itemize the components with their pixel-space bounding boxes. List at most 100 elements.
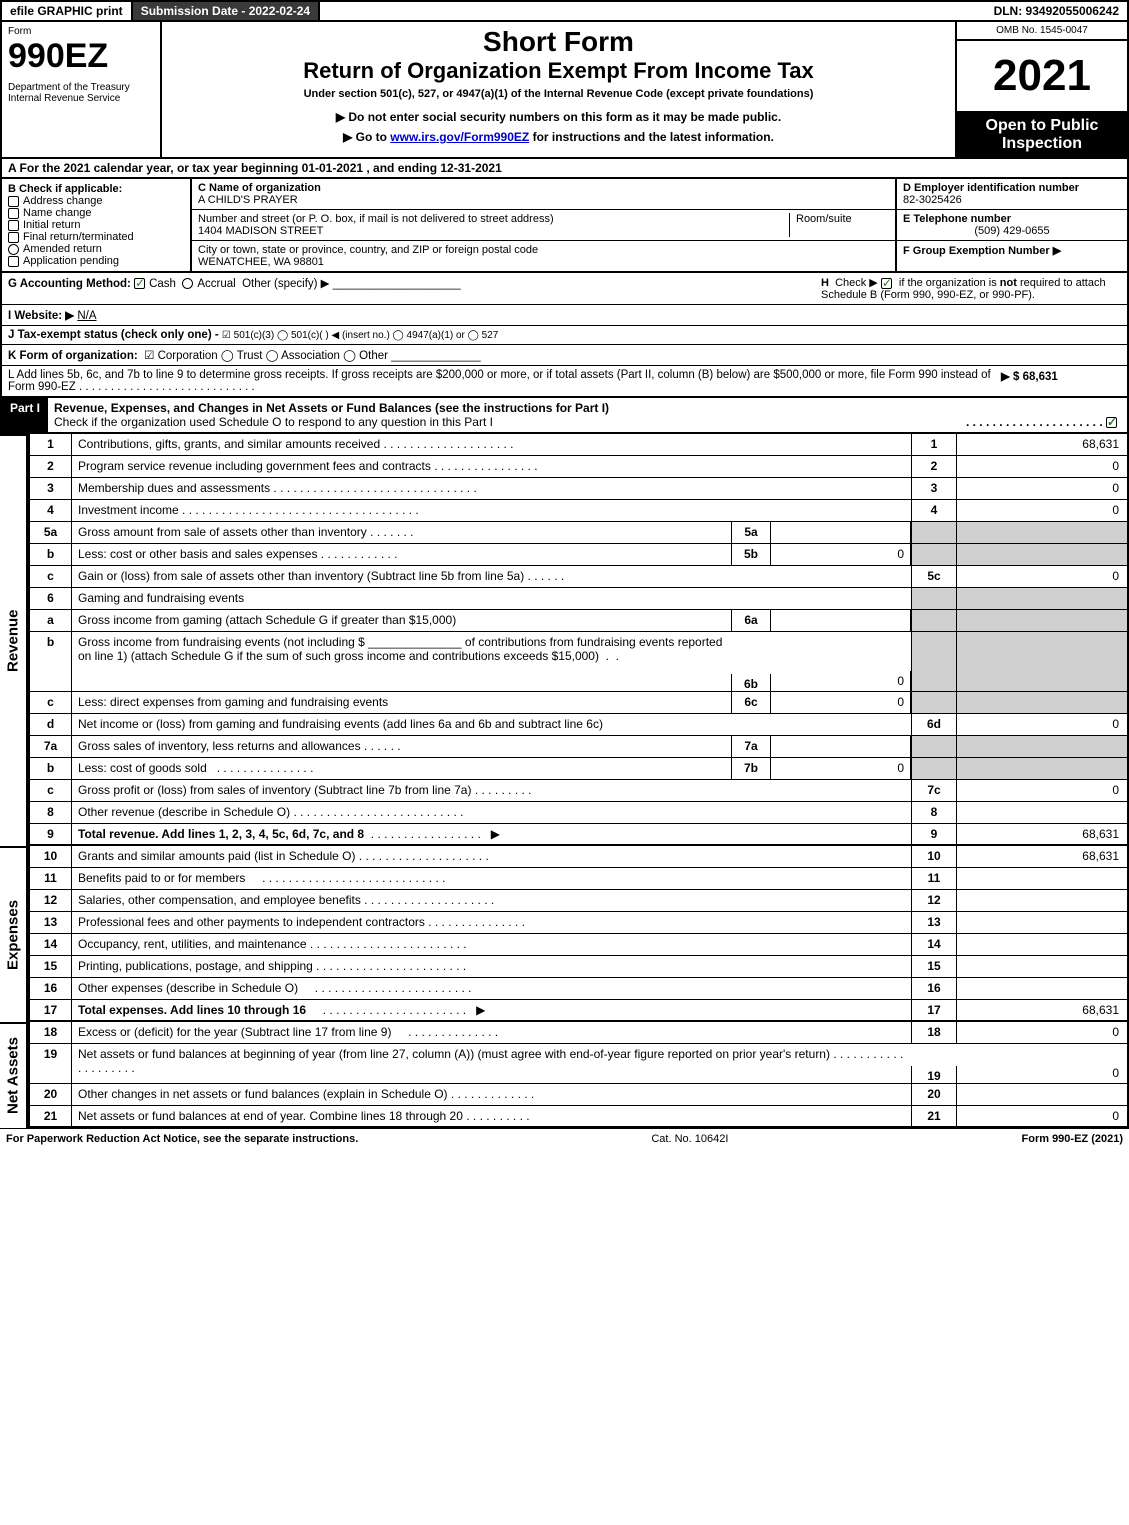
ln-6c-mini: 6c	[731, 692, 771, 713]
chk-label-amended: Amended return	[23, 243, 102, 255]
ln-6c-no: c	[30, 692, 72, 713]
ln-19-desc: Net assets or fund balances at beginning…	[78, 1047, 830, 1061]
ln-7b-mv: 0	[771, 758, 911, 779]
ln-21-no: 21	[30, 1106, 72, 1126]
chk-initial-return[interactable]: Initial return	[8, 219, 184, 231]
ln-19-no: 19	[30, 1044, 72, 1083]
ln-6b-desc: Gross income from fundraising events (no…	[72, 632, 731, 691]
ln-19-val: 0	[957, 1063, 1127, 1083]
ln-12-ref: 12	[911, 890, 957, 911]
ln-5b-ref	[911, 544, 957, 565]
ln-4-no: 4	[30, 500, 72, 521]
netassets-sidebar: Net Assets	[0, 1022, 28, 1128]
line-I: I Website: ▶ N/A	[0, 305, 1129, 326]
ln-6a-mini: 6a	[731, 610, 771, 631]
ln-13-desc: Professional fees and other payments to …	[78, 915, 425, 929]
addr-label: Number and street (or P. O. box, if mail…	[198, 213, 554, 225]
ln-18-no: 18	[30, 1022, 72, 1043]
ln-6a-val	[957, 610, 1127, 631]
I-label: I Website: ▶	[8, 310, 74, 322]
ln-17-ref: 17	[911, 1000, 957, 1020]
ln-17-no: 17	[30, 1000, 72, 1020]
D-label: D Employer identification number	[903, 182, 1079, 194]
ln-20-desc: Other changes in net assets or fund bala…	[78, 1087, 448, 1101]
ln-7a-ref	[911, 736, 957, 757]
ln-6a-no: a	[30, 610, 72, 631]
footer-left: For Paperwork Reduction Act Notice, see …	[6, 1133, 358, 1145]
chk-final-return[interactable]: Final return/terminated	[8, 231, 184, 243]
ln-6b-mv: 0	[771, 671, 911, 691]
G-accrual: Accrual	[197, 278, 235, 290]
ln-1-desc: Contributions, gifts, grants, and simila…	[78, 437, 380, 451]
efile-print[interactable]: efile GRAPHIC print	[2, 2, 133, 20]
ln-5a-ref	[911, 522, 957, 543]
ln-11-desc: Benefits paid to or for members	[78, 871, 245, 885]
ln-5a-val	[957, 522, 1127, 543]
J-label: J Tax-exempt status (check only one) -	[8, 329, 219, 341]
ln-8-val	[957, 802, 1127, 823]
ln-11-ref: 11	[911, 868, 957, 889]
chk-schedule-o[interactable]	[1106, 417, 1117, 428]
ln-5b-no: b	[30, 544, 72, 565]
ln-15-desc: Printing, publications, postage, and shi…	[78, 959, 313, 973]
ln-5c-desc: Gain or (loss) from sale of assets other…	[78, 569, 524, 583]
ln-6c-mv: 0	[771, 692, 911, 713]
ln-5c-ref: 5c	[911, 566, 957, 587]
ln-6-desc: Gaming and fundraising events	[78, 591, 244, 605]
ln-6-val	[957, 588, 1127, 609]
ln-16-ref: 16	[911, 978, 957, 999]
chk-amended-return[interactable]: Amended return	[8, 243, 184, 255]
ln-18-desc: Excess or (deficit) for the year (Subtra…	[78, 1025, 391, 1039]
ln-15-ref: 15	[911, 956, 957, 977]
chk-label-initial: Initial return	[23, 219, 80, 231]
G-cash: Cash	[149, 278, 176, 290]
part-I-header: Part I Revenue, Expenses, and Changes in…	[0, 398, 1129, 434]
chk-name-change[interactable]: Name change	[8, 207, 184, 219]
ln-1-no: 1	[30, 434, 72, 455]
ln-6c-desc: Less: direct expenses from gaming and fu…	[78, 695, 388, 709]
ln-7b-val	[957, 758, 1127, 779]
F-label: F Group Exemption Number ▶	[903, 245, 1061, 257]
dln: DLN: 93492055006242	[986, 2, 1127, 20]
chk-accrual[interactable]	[182, 278, 193, 289]
ln-2-no: 2	[30, 456, 72, 477]
ln-6b-ref	[911, 632, 957, 691]
ln-14-val	[957, 934, 1127, 955]
chk-schedule-b[interactable]	[881, 278, 892, 289]
ln-9-desc: Total revenue. Add lines 1, 2, 3, 4, 5c,…	[78, 827, 364, 841]
ln-9-ref: 9	[911, 824, 957, 844]
expenses-sidebar: Expenses	[0, 846, 28, 1022]
ln-5a-mini: 5a	[731, 522, 771, 543]
part-I-check-text: Check if the organization used Schedule …	[54, 415, 493, 429]
page-footer: For Paperwork Reduction Act Notice, see …	[0, 1128, 1129, 1149]
chk-address-change[interactable]: Address change	[8, 195, 184, 207]
ln-5a-no: 5a	[30, 522, 72, 543]
ln-2-ref: 2	[911, 456, 957, 477]
tax-year: 2021	[957, 41, 1127, 113]
L-text: L Add lines 5b, 6c, and 7b to line 9 to …	[8, 369, 991, 393]
identity-block: B Check if applicable: Address change Na…	[0, 179, 1129, 273]
ln-6-no: 6	[30, 588, 72, 609]
part-I-title: Revenue, Expenses, and Changes in Net As…	[54, 401, 609, 415]
ln-5c-no: c	[30, 566, 72, 587]
form-number: 990EZ	[8, 37, 154, 76]
ln-4-desc: Investment income	[78, 503, 179, 517]
J-options: ☑ 501(c)(3) ◯ 501(c)( ) ◀ (insert no.) ◯…	[222, 330, 498, 341]
chk-application-pending[interactable]: Application pending	[8, 255, 184, 267]
ln-7a-no: 7a	[30, 736, 72, 757]
ln-17-val: 68,631	[957, 1000, 1127, 1020]
submission-date: Submission Date - 2022-02-24	[133, 2, 320, 20]
irs-link[interactable]: www.irs.gov/Form990EZ	[390, 130, 529, 144]
goto-pre: ▶ Go to	[343, 130, 390, 144]
footer-right: Form 990-EZ (2021)	[1022, 1133, 1124, 1145]
E-label: E Telephone number	[903, 213, 1011, 225]
city-state-zip: WENATCHEE, WA 98801	[198, 256, 324, 268]
B-label: B Check if applicable:	[8, 183, 184, 195]
ln-9-val: 68,631	[957, 824, 1127, 844]
website-value: N/A	[77, 310, 96, 322]
chk-cash[interactable]	[134, 278, 145, 289]
G-other: Other (specify) ▶	[242, 278, 329, 290]
ln-7c-desc: Gross profit or (loss) from sales of inv…	[78, 783, 471, 797]
ln-8-no: 8	[30, 802, 72, 823]
ln-1-ref: 1	[911, 434, 957, 455]
